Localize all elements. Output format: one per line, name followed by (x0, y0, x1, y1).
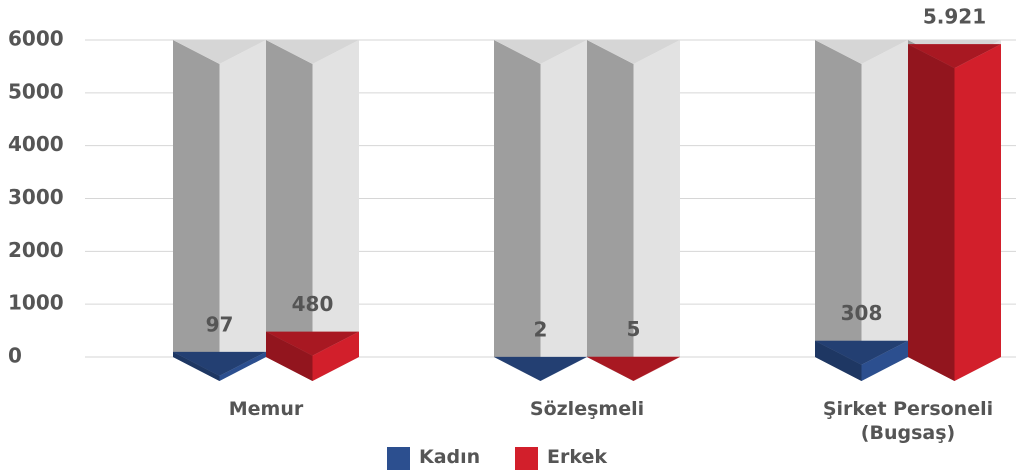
value-label: 5.921 (923, 5, 986, 29)
face (587, 40, 680, 64)
face (494, 40, 541, 381)
y-tick-label: 1000 (8, 291, 64, 315)
face (540, 40, 587, 381)
face (494, 356, 541, 381)
bar (815, 340, 908, 381)
face (312, 331, 359, 381)
face (494, 40, 587, 64)
y-tick-label: 2000 (8, 238, 64, 262)
face (587, 40, 680, 64)
face (494, 40, 541, 381)
x-tick-label: Memur (228, 398, 304, 420)
face (266, 40, 359, 64)
face (587, 356, 680, 381)
face (861, 340, 908, 381)
value-label: 480 (292, 292, 334, 316)
face (815, 40, 908, 64)
face (908, 44, 1001, 69)
face (908, 44, 1001, 69)
legend-swatch (515, 447, 538, 470)
face (587, 356, 634, 381)
face (815, 340, 908, 365)
face (815, 340, 908, 365)
bar (173, 351, 266, 381)
face (815, 40, 862, 381)
y-tick-label: 5000 (8, 79, 64, 103)
face (815, 40, 908, 64)
legend-label: Kadın (419, 446, 481, 468)
value-label: 5 (627, 317, 641, 341)
face (266, 331, 313, 381)
face (587, 40, 634, 381)
face (266, 331, 313, 381)
face (266, 331, 359, 356)
background-column (587, 40, 680, 381)
face (173, 351, 220, 381)
face (908, 44, 955, 382)
bar (587, 356, 680, 381)
face (173, 351, 266, 376)
background-column (173, 40, 266, 381)
background-column (815, 40, 908, 381)
face (312, 40, 359, 381)
face (266, 40, 313, 381)
face (587, 356, 680, 381)
face (815, 340, 862, 381)
face (266, 331, 359, 356)
face (815, 40, 862, 381)
face (954, 44, 1001, 382)
bar (266, 331, 359, 381)
x-tick-label: Şirket Personeli (Bugsaş) (822, 398, 994, 444)
face (587, 40, 634, 381)
background-column (266, 40, 359, 381)
legend-swatch (387, 447, 410, 470)
y-tick-label: 0 (8, 344, 22, 368)
x-tick-label: Sözleşmeli (529, 398, 645, 420)
y-tick-label: 3000 (8, 185, 64, 209)
legend-label: Erkek (547, 446, 607, 468)
face (815, 340, 862, 381)
face (494, 356, 587, 381)
face (266, 40, 359, 64)
face (540, 356, 587, 381)
face (173, 40, 266, 64)
value-label: 308 (841, 301, 883, 325)
face (633, 40, 680, 381)
y-tick-label: 4000 (8, 132, 64, 156)
face (908, 44, 955, 382)
value-label: 97 (206, 312, 234, 336)
bar (494, 356, 587, 381)
value-label: 2 (534, 317, 548, 341)
face (173, 351, 266, 376)
face (173, 40, 266, 64)
face (494, 356, 541, 381)
face (173, 40, 220, 381)
y-tick-label: 6000 (8, 27, 64, 51)
background-column (494, 40, 587, 381)
face (219, 351, 266, 381)
face (266, 40, 313, 381)
face (219, 40, 266, 381)
face (494, 356, 587, 381)
face (173, 40, 220, 381)
face (861, 40, 908, 381)
face (173, 351, 220, 381)
face (587, 356, 634, 381)
face (494, 40, 587, 64)
face (633, 356, 680, 381)
bar (908, 44, 1001, 382)
